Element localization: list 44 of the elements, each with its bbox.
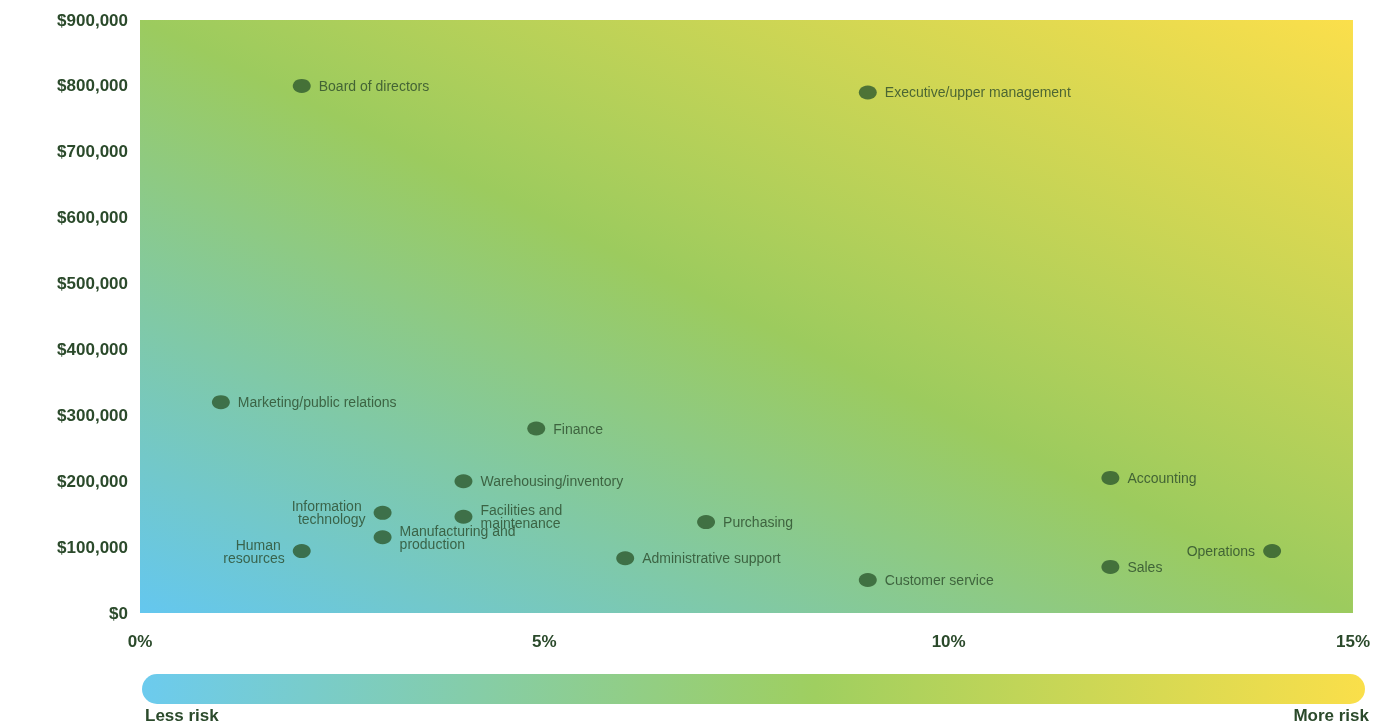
text: Less risk [145,706,219,726]
point [454,474,473,489]
y-tick-label: $300,000 [57,405,128,425]
y-tick-label: $0 [109,603,128,623]
point [858,85,877,100]
point [858,573,877,588]
point [697,515,716,530]
series-label: Human resources [223,536,285,566]
series-label: Operations [1186,543,1256,560]
series-label: Board of directors [318,77,430,94]
series-label: Information technology [291,498,366,528]
point [454,509,473,524]
point [1263,544,1282,559]
series-label: Customer service [884,572,994,589]
series-label: Sales [1127,558,1163,575]
series-label: Purchasing [723,514,794,531]
y-tick-label: $200,000 [57,471,128,491]
y-tick-label: $900,000 [57,10,128,30]
series-label: Marketing/public relations [237,394,397,411]
point [292,78,311,93]
x-tick-label: 10% [931,632,966,651]
x-tick-label: 0% [127,632,153,651]
series-label: Accounting [1127,469,1197,486]
series-label: Executive/upper management [884,84,1071,101]
x-tick-label: 15% [1335,632,1370,651]
y-tick-label: $600,000 [57,208,128,228]
point [527,421,546,436]
point [616,551,635,566]
y-tick-label: $100,000 [57,537,128,557]
point [292,544,311,559]
y-tick-label: $800,000 [57,76,128,96]
point [373,505,392,520]
x-tick-label: 5% [532,632,557,651]
y-tick-label: $400,000 [57,339,128,359]
series-label: Administrative support [642,550,781,567]
point [1101,470,1120,485]
text: More risk [1293,706,1369,726]
y-tick-label: $500,000 [57,274,128,294]
series-label: Finance [553,420,604,437]
point [373,530,392,545]
point [211,395,230,410]
series-label: Warehousing/inventory [480,473,624,490]
point [1101,559,1120,574]
y-tick-label: $700,000 [57,142,128,162]
